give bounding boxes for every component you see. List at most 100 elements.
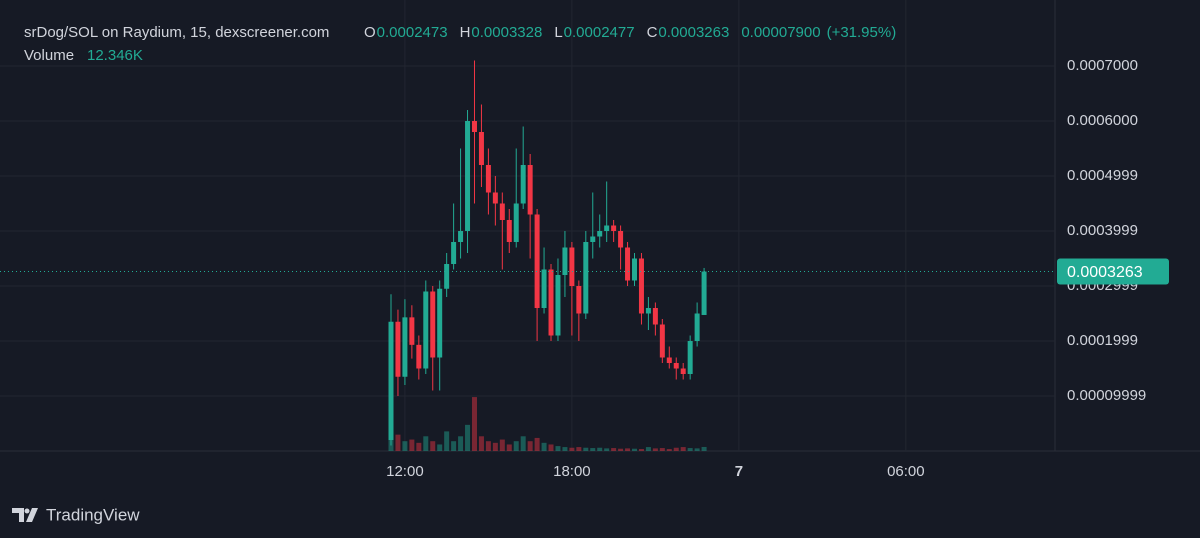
candle-body — [555, 275, 561, 336]
candle-body — [548, 269, 554, 336]
candle-body — [458, 231, 464, 242]
change-value: 0.00007900 — [741, 24, 820, 41]
volume-bar — [430, 441, 436, 451]
volume-label: Volume — [24, 47, 74, 64]
candle-body — [666, 357, 672, 363]
candle-body — [652, 308, 658, 325]
x-tick-label: 12:00 — [386, 463, 424, 480]
volume-bar — [583, 447, 589, 451]
candle-body — [645, 308, 651, 314]
volume-bar — [437, 444, 443, 451]
volume-bar — [597, 447, 603, 451]
brand-logo — [12, 508, 38, 522]
candle-body — [471, 121, 477, 132]
ohlc-key: H — [460, 24, 471, 41]
candle-body — [485, 165, 491, 193]
candle-body — [673, 363, 679, 369]
candle-body — [632, 258, 638, 281]
plot — [0, 0, 1055, 451]
volume-bar — [590, 448, 596, 451]
ohlc-key: L — [554, 24, 562, 41]
volume-bar — [409, 439, 415, 451]
candle-body — [520, 165, 526, 204]
volume-bar — [548, 444, 554, 451]
candle-body — [583, 242, 589, 314]
candle-body — [430, 291, 436, 358]
y-tick-label: 0.0003999 — [1067, 222, 1138, 239]
volume-bar — [541, 442, 547, 451]
volume-bar — [423, 436, 429, 451]
candle-body — [659, 324, 665, 358]
volume-bar — [527, 441, 533, 451]
candle-body — [562, 247, 568, 275]
volume-bar — [416, 442, 422, 451]
volume-bar — [465, 424, 471, 451]
candle-body — [701, 271, 707, 315]
volume-bar — [638, 449, 644, 451]
volume-bar — [513, 441, 519, 451]
volume-bar — [701, 446, 707, 451]
volume-bar — [506, 444, 512, 451]
candle-body — [534, 214, 540, 308]
ohlc-key: O — [364, 24, 376, 41]
volume-bar — [492, 442, 498, 451]
y-tick-label: 0.0007000 — [1067, 57, 1138, 74]
volume-bar — [499, 439, 505, 451]
volume-bar — [485, 441, 491, 451]
volume-bar — [659, 448, 665, 451]
y-tick-label: 0.0001999 — [1067, 332, 1138, 349]
candle-body — [478, 132, 484, 165]
volume-bar — [611, 448, 617, 451]
x-tick-label: 18:00 — [553, 463, 591, 480]
candle-body — [680, 368, 686, 374]
volume-bar — [395, 434, 401, 451]
candle-body — [451, 242, 457, 264]
volume-bar — [478, 436, 484, 451]
last-price-label: 0.0003263 — [1067, 264, 1143, 281]
candle-body — [465, 121, 471, 231]
candle-body — [409, 317, 415, 345]
ohlc-key: C — [647, 24, 658, 41]
x-tick-label: 06:00 — [887, 463, 925, 480]
logo-shape — [12, 508, 38, 522]
volume-bar — [520, 436, 526, 451]
volume-bar — [694, 448, 700, 451]
candle-body — [611, 225, 617, 231]
ohlc-value: 0.0002473 — [377, 24, 448, 41]
volume-value: 12.346K — [87, 47, 143, 64]
candle-body — [618, 231, 624, 248]
candle-body — [513, 203, 519, 242]
volume-bar — [444, 431, 450, 451]
candle-body — [569, 247, 575, 286]
candle-body — [541, 269, 547, 308]
candle-body — [597, 231, 603, 237]
candle-body — [694, 313, 700, 341]
volume-bar — [652, 448, 658, 451]
volume-bar — [402, 441, 408, 451]
volume-bar — [458, 436, 464, 451]
candle-body — [527, 165, 533, 215]
last-price-tag — [1057, 258, 1169, 285]
volume-bar — [645, 447, 651, 451]
volume-bar — [632, 448, 638, 451]
volume-bar — [666, 449, 672, 451]
y-tick-label: 0.0006000 — [1067, 112, 1138, 129]
candle-body — [604, 225, 610, 231]
ohlc-value: 0.0002477 — [564, 24, 635, 41]
volume-bar — [680, 447, 686, 451]
brand-name: TradingView — [46, 505, 140, 524]
chart-title: srDog/SOL on Raydium, 15, dexscreener.co… — [24, 24, 329, 41]
volume-bar — [555, 446, 561, 451]
logo-dot — [24, 508, 30, 514]
volume-bar — [604, 448, 610, 451]
volume-bar — [618, 448, 624, 451]
candle-body — [492, 192, 498, 204]
candle-body — [416, 344, 422, 369]
y-tick-label: 0.0004999 — [1067, 167, 1138, 184]
ohlc-value: 0.0003328 — [471, 24, 542, 41]
candle-body — [402, 317, 408, 377]
candle-body — [423, 291, 429, 369]
ohlc-legend: O 0.0002473 H 0.0003328 L 0.0002477 C 0.0003263… — [364, 24, 896, 41]
ohlc-value: 0.0003263 — [658, 24, 729, 41]
candle-body — [687, 341, 693, 374]
